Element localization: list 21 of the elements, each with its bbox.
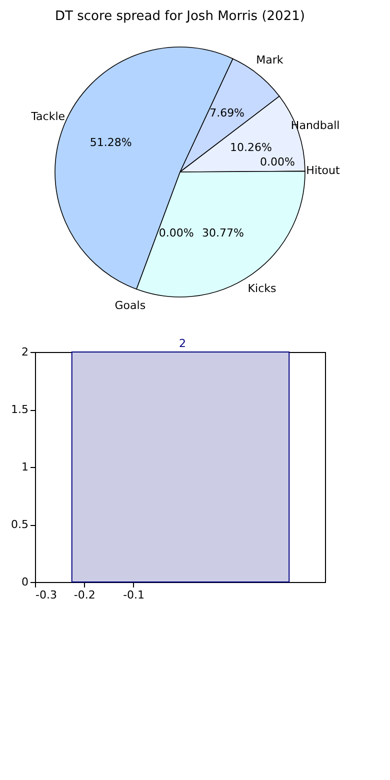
y-tick-label: 2 <box>22 346 28 358</box>
x-tick-label: -0.3 <box>36 588 57 602</box>
category-label: Goals <box>114 299 146 312</box>
y-tick-label: 0.5 <box>11 518 28 531</box>
slice-label: Kicks <box>248 282 276 296</box>
chart-title: DT score spread for Josh Morris (2021) <box>55 9 305 24</box>
x-tick-label: -0.2 <box>74 588 96 602</box>
data-label: 7.69% <box>210 106 245 120</box>
category-label: Hitout <box>306 164 340 178</box>
y-tick-label: 0 <box>22 576 28 588</box>
data-label: 2 <box>178 337 186 350</box>
slice-label: Tackle <box>30 110 66 123</box>
text: 0.00% <box>260 156 295 169</box>
data-label: 30.77% <box>202 226 244 240</box>
y-tick-label: 1 <box>22 460 28 474</box>
x-tick-label: -0.1 <box>123 588 145 602</box>
data-label: 51.28% <box>90 136 132 150</box>
text: 0.00% <box>158 226 194 240</box>
data-label: 10.26% <box>230 140 272 154</box>
slice-label: Mark <box>256 54 284 67</box>
y-tick-label: 1.5 <box>11 403 28 416</box>
